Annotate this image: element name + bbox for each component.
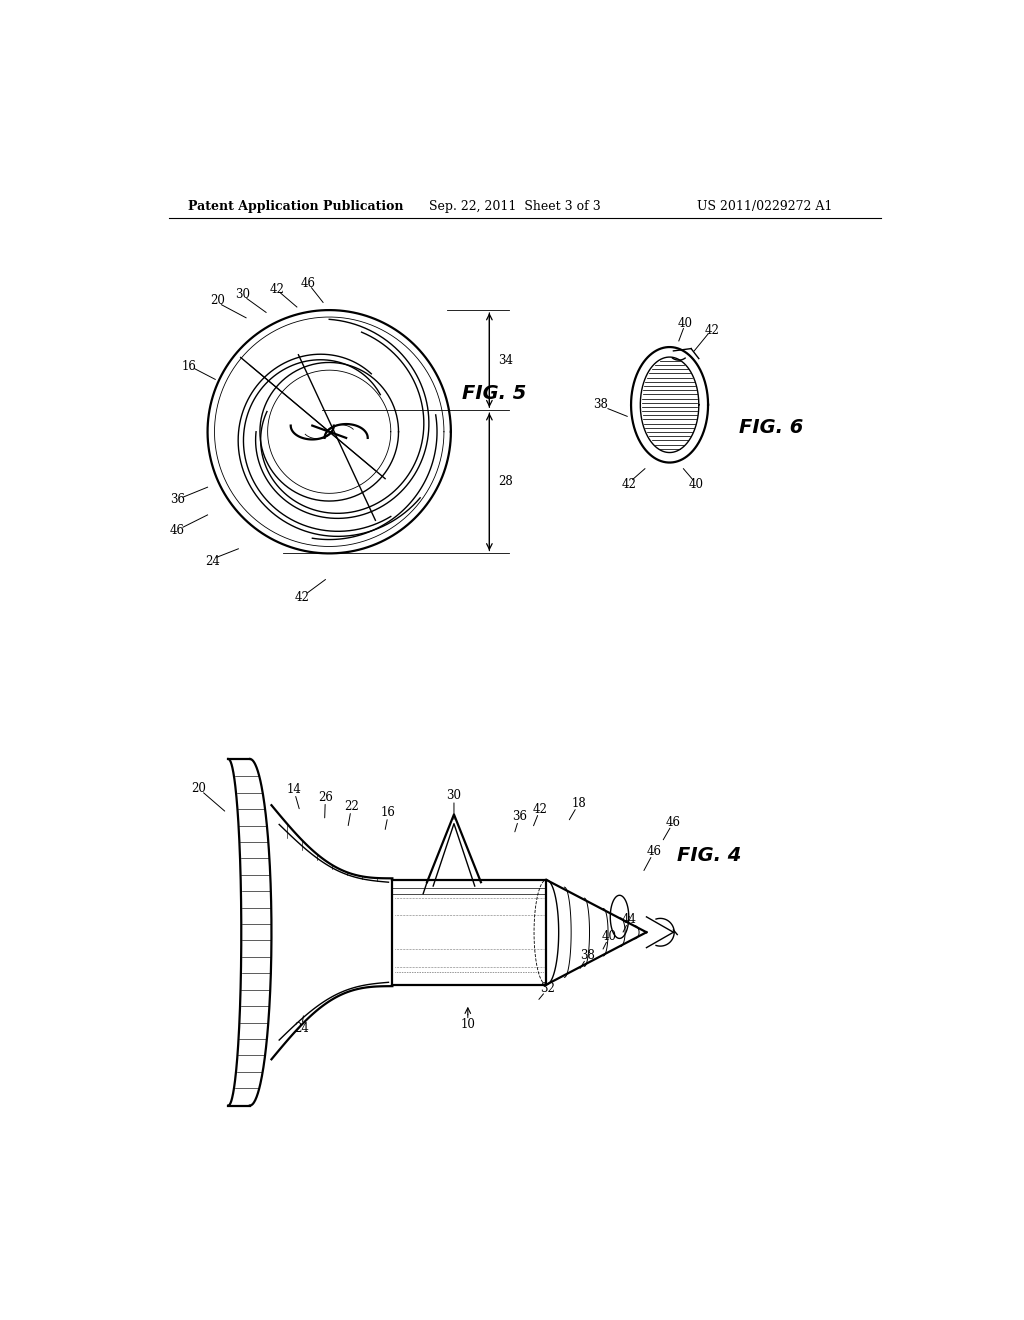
Text: 28: 28: [499, 475, 513, 488]
Text: 30: 30: [446, 789, 462, 803]
Text: 10: 10: [461, 1018, 475, 1031]
Text: 32: 32: [541, 982, 555, 995]
Text: 16: 16: [381, 807, 396, 820]
Text: Patent Application Publication: Patent Application Publication: [188, 199, 403, 213]
Text: 46: 46: [170, 524, 185, 537]
Text: 38: 38: [581, 949, 595, 962]
Text: 44: 44: [622, 912, 637, 925]
Text: 42: 42: [295, 591, 309, 603]
Text: 20: 20: [190, 781, 206, 795]
Text: 14: 14: [287, 783, 301, 796]
Text: 26: 26: [317, 791, 333, 804]
Text: 40: 40: [602, 929, 617, 942]
Text: FIG. 5: FIG. 5: [463, 384, 526, 403]
Text: Sep. 22, 2011  Sheet 3 of 3: Sep. 22, 2011 Sheet 3 of 3: [429, 199, 601, 213]
Text: 22: 22: [344, 800, 359, 813]
Text: FIG. 6: FIG. 6: [739, 418, 803, 437]
Text: 40: 40: [678, 317, 692, 330]
Text: 16: 16: [181, 360, 197, 372]
Text: 42: 42: [623, 478, 637, 491]
Text: FIG. 4: FIG. 4: [677, 846, 741, 865]
Text: 38: 38: [593, 399, 607, 412]
Text: 30: 30: [236, 288, 251, 301]
Text: 36: 36: [170, 492, 185, 506]
Text: 46: 46: [647, 845, 662, 858]
Text: 42: 42: [269, 282, 285, 296]
Text: 40: 40: [689, 478, 705, 491]
Text: 24: 24: [205, 554, 219, 568]
Text: 24: 24: [294, 1022, 309, 1035]
Text: 20: 20: [210, 294, 225, 308]
Text: 36: 36: [512, 810, 527, 824]
Text: 46: 46: [666, 816, 681, 829]
Text: 46: 46: [300, 277, 315, 290]
Text: 34: 34: [499, 354, 514, 367]
Text: 42: 42: [705, 323, 719, 337]
Text: 42: 42: [532, 803, 548, 816]
Text: US 2011/0229272 A1: US 2011/0229272 A1: [696, 199, 831, 213]
Text: 18: 18: [571, 797, 586, 810]
